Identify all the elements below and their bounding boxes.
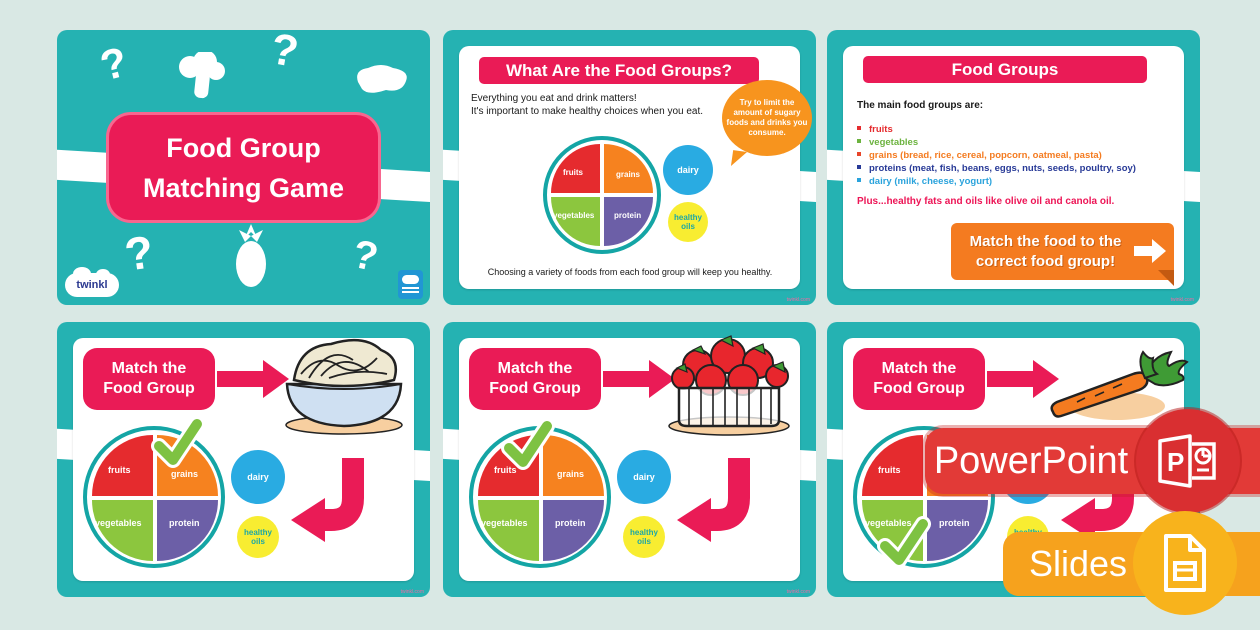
twinkl-quality-badge: [398, 270, 423, 299]
question-mark-silhouette: ?: [348, 231, 382, 281]
dairy-circle: dairy: [663, 145, 713, 195]
noodles-bowl-image: [285, 338, 403, 435]
watermark: twinkl.com: [786, 297, 810, 303]
twinkl-logo-text: twinkl: [76, 279, 108, 291]
resource-title-badge: Food Group Matching Game: [109, 115, 378, 220]
intro-text: Everything you eat and drink matters! It…: [471, 92, 703, 118]
arrow-to-food-icon: [987, 360, 1059, 398]
title-line-1: Food Group: [166, 133, 321, 163]
powerpoint-icon: P: [1158, 434, 1216, 488]
healthy-fats-note: Plus...healthy fats and oils like olive …: [857, 196, 1115, 207]
curved-arrow-icon: [1061, 458, 1134, 542]
slide-food-groups-list: Food Groups The main food groups are: fr…: [827, 30, 1200, 305]
right-arrow-icon: [1134, 239, 1166, 263]
sugary-foods-speech-bubble: Try to limit the amount of sugary foods …: [722, 80, 812, 156]
slides-label: Slides: [1028, 543, 1128, 584]
list-item: proteins (meat, fish, beans, eggs, nuts,…: [857, 162, 1136, 175]
slide-header: What Are the Food Groups?: [479, 57, 759, 84]
question-mark-silhouette: ?: [95, 37, 132, 90]
slide-what-are-food-groups: What Are the Food Groups? Everything you…: [443, 30, 816, 305]
slide-header: Food Groups: [863, 56, 1147, 83]
plate-protein-section: protein: [157, 500, 218, 561]
list-item: dairy (milk, cheese, yogurt): [857, 175, 1136, 188]
steak-silhouette: [357, 65, 407, 93]
svg-text:P: P: [1167, 447, 1184, 477]
page-fold: [1158, 270, 1174, 286]
powerpoint-icon-circle[interactable]: P: [1136, 409, 1240, 513]
dairy-circle: dairy: [231, 450, 285, 504]
list-intro: The main food groups are:: [857, 100, 984, 111]
healthy-oils-circle: healthy oils: [668, 202, 708, 242]
match-badge: Match the Food Group: [83, 348, 215, 410]
match-badge: Match the Food Group: [853, 348, 985, 410]
slides-icon-circle[interactable]: [1133, 511, 1237, 615]
check-mark-icon: [877, 516, 931, 568]
slide-title-card: ? ? Food Group Matching Game ? ? twinkl: [57, 30, 430, 305]
powerpoint-label: PowerPoint: [933, 440, 1129, 482]
food-plate-diagram: fruits grains vegetables protein: [543, 136, 661, 254]
match-instruction-banner: Match the food to the correct food group…: [951, 223, 1174, 286]
slides-icon: [1164, 534, 1206, 592]
title-line-2: Matching Game: [142, 173, 345, 203]
plate-protein-section: protein: [927, 500, 988, 561]
intro-line-2: It's important to make healthy choices w…: [471, 106, 704, 117]
dairy-circle: dairy: [617, 450, 671, 504]
strawberries-basket-image: [668, 335, 790, 436]
pineapple-silhouette: [236, 224, 266, 287]
intro-line-1: Everything you eat and drink matters!: [471, 93, 637, 104]
watermark: twinkl.com: [400, 589, 424, 595]
carrot-image: [1050, 350, 1189, 420]
healthy-oils-circle: healthy oils: [623, 516, 665, 558]
slide-match-strawberries: Match the Food Group fruits grains veget…: [443, 322, 816, 597]
food-group-list: fruits vegetables grains (bread, rice, c…: [857, 123, 1136, 188]
match-badge: Match the Food Group: [469, 348, 601, 410]
check-mark-icon: [501, 418, 555, 470]
list-item: fruits: [857, 123, 1136, 136]
question-mark-silhouette: ?: [121, 225, 157, 281]
broccoli-silhouette: [179, 52, 225, 99]
check-mark-icon: [151, 416, 205, 468]
curved-arrow-icon: [291, 458, 364, 542]
slide-match-noodles: Match the Food Group fruits grains veget…: [57, 322, 430, 597]
list-item: grains (bread, rice, cereal, popcorn, oa…: [857, 149, 1136, 162]
twinkl-logo: twinkl: [65, 267, 119, 297]
healthy-oils-circle: healthy oils: [237, 516, 279, 558]
curved-arrow-icon: [677, 458, 750, 542]
arrow-to-food-icon: [217, 360, 289, 398]
plate-vegetables-section: vegetables: [551, 197, 600, 246]
watermark: twinkl.com: [1170, 297, 1194, 303]
question-mark-silhouette: ?: [267, 30, 303, 77]
watermark: twinkl.com: [786, 589, 810, 595]
arrow-to-food-icon: [603, 360, 675, 398]
footer-text: Choosing a variety of foods from each fo…: [487, 267, 773, 277]
list-item: vegetables: [857, 136, 1136, 149]
